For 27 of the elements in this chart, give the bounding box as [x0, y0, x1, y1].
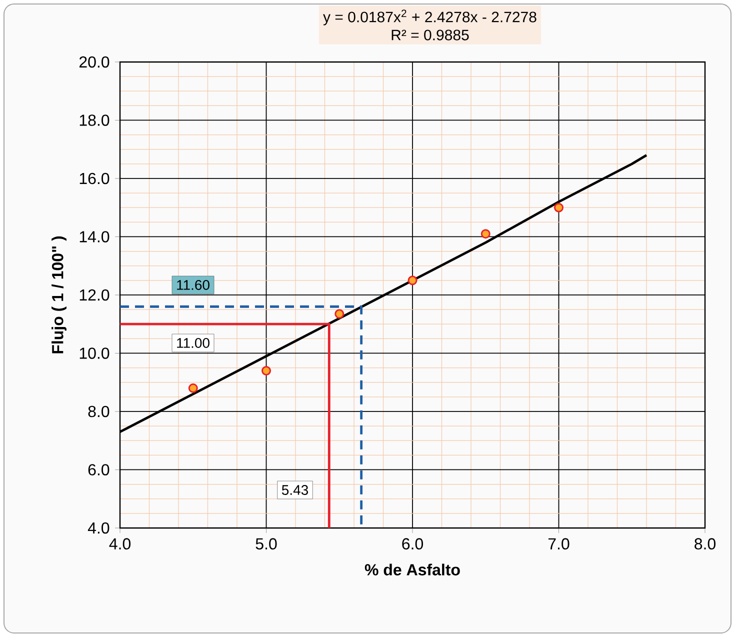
x-tick-label: 8.0 [694, 538, 716, 550]
y-axis-title: Flujo ( 1 / 100" ) [52, 236, 66, 354]
point [334, 309, 344, 319]
x-tick-label: 6.0 [402, 538, 424, 550]
y-tick-label: 10.0 [80, 348, 110, 359]
y-tick-label: 16.0 [80, 172, 110, 184]
x-axis-title: % de Asfalto [364, 564, 460, 576]
annotation: 11.60 [177, 280, 210, 290]
annotation: 5.43 [282, 485, 308, 495]
point [554, 202, 564, 212]
x-tick-label: 5.0 [256, 538, 277, 550]
text: y = 0.0187x$^{2}$ + 2.4278x - 2.7278 [323, 10, 536, 26]
point [408, 276, 418, 286]
text: R² = 0.9885 [392, 30, 469, 40]
y-tick-label: 12.0 [80, 289, 110, 301]
point [480, 229, 490, 239]
x-tick-label: 4.0 [109, 538, 131, 550]
annotation: 11.00 [177, 338, 210, 348]
y-tick-label: 6.0 [88, 464, 110, 476]
x-tick-label: 7.0 [548, 538, 570, 550]
y-tick-label: 4.0 [88, 522, 110, 534]
point [188, 383, 198, 393]
y-tick-label: 18.0 [80, 114, 110, 126]
y-tick-label: 20.0 [79, 56, 110, 68]
y-tick-label: 14.0 [80, 231, 110, 242]
y-tick-label: 8.0 [88, 406, 110, 418]
point [262, 366, 272, 376]
